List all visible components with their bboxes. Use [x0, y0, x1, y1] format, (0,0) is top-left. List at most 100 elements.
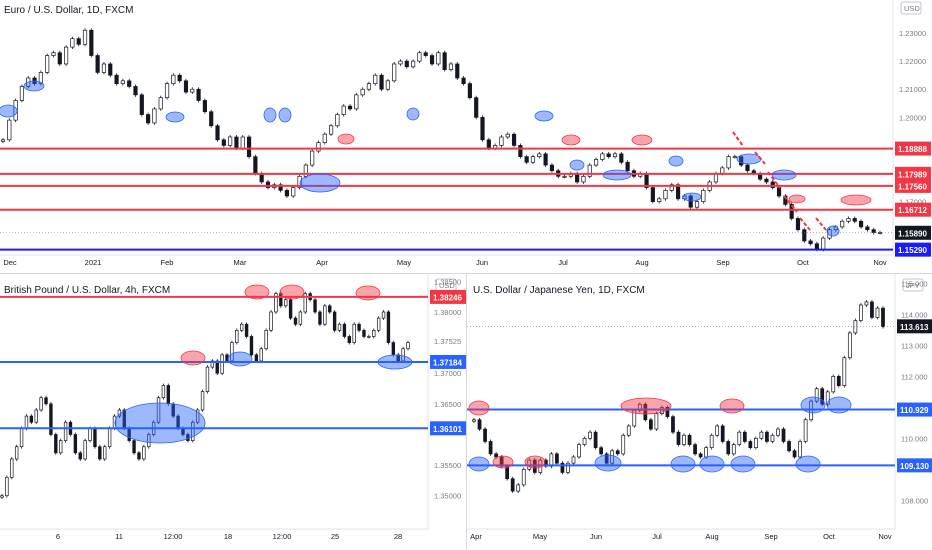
- candle-body: [39, 397, 43, 411]
- candle-body: [156, 397, 161, 423]
- candle-body: [825, 391, 830, 405]
- candle-body: [342, 323, 347, 337]
- candle-body: [205, 366, 210, 392]
- price-level-label: 1.38246: [433, 293, 462, 302]
- candle-body: [209, 111, 214, 127]
- support-touch-marker: [299, 173, 341, 193]
- candle-body: [650, 187, 655, 202]
- y-tick-label: 1.38500: [434, 277, 461, 286]
- support-touch-marker: [736, 153, 762, 165]
- candle-body: [347, 336, 351, 343]
- price-level-label: 1.17989: [898, 170, 927, 179]
- candle-body: [847, 332, 852, 359]
- candle-body: [195, 409, 200, 423]
- price-level-label: 110.929: [900, 406, 929, 415]
- resistance-touch-marker: [468, 400, 490, 416]
- candle-body: [765, 431, 769, 442]
- candle-body: [93, 428, 97, 448]
- eurusd-chart: Euro / U.S. Dollar, 1D, FXCM USD 1.23000 1…: [0, 0, 932, 273]
- x-tick-label: 6: [56, 532, 60, 541]
- candle-body: [310, 150, 315, 166]
- candle-body: [764, 178, 769, 183]
- resistance-touch-marker: [620, 397, 672, 415]
- candle-body: [13, 100, 18, 121]
- candle-body: [29, 415, 34, 423]
- resistance-touch-marker: [180, 350, 206, 366]
- resistance-touch-marker: [337, 133, 355, 145]
- candle-body: [82, 29, 88, 45]
- candle-body: [398, 60, 403, 65]
- candle-body: [715, 425, 720, 436]
- candle-body: [10, 458, 14, 478]
- candle-body: [665, 407, 670, 418]
- price-level-label: 1.18888: [898, 145, 927, 154]
- chart-title: U.S. Dollar / Japanese Yen, 1D, FXCM: [473, 285, 645, 296]
- candle-body: [404, 60, 409, 68]
- candle-body: [442, 52, 447, 70]
- support-touch-marker: [227, 351, 253, 367]
- candle-body: [278, 184, 283, 191]
- candle-body: [45, 55, 50, 73]
- usdjpy-chart: U.S. Dollar / Japanese Yen, 1D, FXCM JPY…: [467, 274, 932, 550]
- candle-body: [186, 434, 190, 441]
- candle-body: [164, 83, 170, 99]
- candle-body: [288, 299, 293, 319]
- candle-body: [51, 52, 56, 56]
- x-tick-label: Sep: [716, 258, 729, 267]
- price-level-tag: [895, 202, 931, 217]
- candle-body: [73, 434, 78, 454]
- candle-body: [335, 114, 340, 127]
- candle-body: [615, 450, 620, 455]
- chart-title: Euro / U.S. Dollar, 1D, FXCM: [4, 5, 134, 16]
- candle-body: [392, 63, 397, 82]
- candle-body: [626, 425, 631, 436]
- resistance-touch-marker: [492, 455, 514, 469]
- candle-body: [24, 415, 29, 429]
- trend-arrow: [754, 151, 766, 165]
- candle-body: [781, 428, 786, 442]
- candle-body: [759, 431, 764, 439]
- candle-body: [566, 462, 570, 473]
- support-touch-marker: [670, 455, 696, 473]
- candle-body: [362, 329, 366, 337]
- trend-arrow: [783, 195, 798, 213]
- x-tick-label: May: [397, 258, 411, 267]
- candle-body: [5, 477, 9, 497]
- candle-body: [373, 74, 378, 84]
- candle-body: [98, 446, 102, 460]
- candle-body: [852, 218, 857, 222]
- candle-body: [366, 83, 372, 90]
- price-level-tag: [897, 402, 932, 417]
- candle-body: [108, 63, 113, 76]
- candle-body: [688, 195, 693, 208]
- candle-body: [274, 293, 278, 313]
- support-touch-marker: [826, 225, 840, 237]
- support-touch-marker: [594, 454, 622, 472]
- candle-body: [600, 153, 605, 160]
- support-touch-marker: [569, 159, 585, 171]
- y-tick-label: 1.37000: [434, 369, 461, 378]
- candle-body: [593, 159, 599, 166]
- candle-body: [582, 438, 587, 445]
- candle-body: [480, 116, 485, 141]
- x-tick-label: Nov: [878, 532, 892, 541]
- support-touch-marker: [377, 354, 413, 370]
- candle-body: [776, 428, 780, 436]
- candle-body: [249, 336, 254, 356]
- candle-body: [152, 108, 157, 124]
- candle-body: [436, 52, 441, 65]
- candle-body: [648, 419, 653, 430]
- resistance-touch-marker: [355, 285, 381, 301]
- candle-body: [739, 156, 744, 166]
- candle-body: [693, 444, 697, 455]
- candle-body: [720, 167, 725, 174]
- candle-body: [619, 153, 624, 163]
- support-touch-marker: [826, 396, 852, 414]
- candle-body: [78, 452, 82, 460]
- resistance-touch-marker: [561, 134, 581, 146]
- candle-body: [549, 164, 554, 172]
- x-tick-label: 12:00: [164, 532, 183, 541]
- candle-body: [269, 311, 273, 331]
- candle-body: [417, 52, 422, 62]
